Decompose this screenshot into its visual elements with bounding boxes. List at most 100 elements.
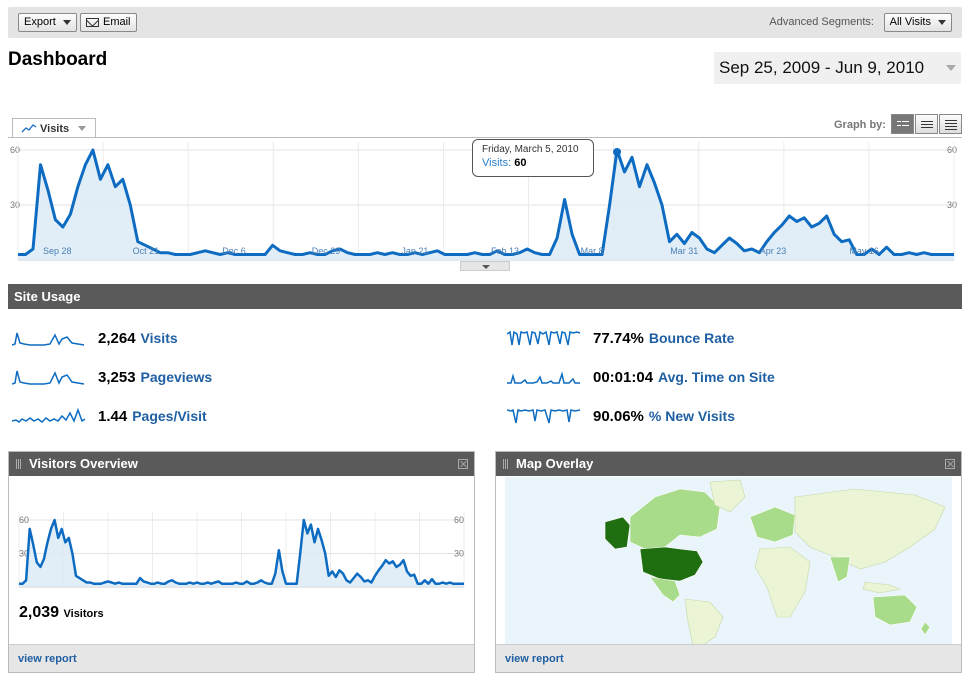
drag-handle-icon[interactable] <box>16 459 22 469</box>
bounce-rate-sparkline <box>507 330 581 346</box>
metric-label: Visits <box>140 330 178 346</box>
metric-pages-per-visit[interactable]: 1.44 Pages/Visit <box>12 405 207 427</box>
x-tick-label: Apr 23 <box>760 246 787 256</box>
new-visits-sparkline <box>507 408 581 424</box>
segments-value: All Visits <box>889 16 931 28</box>
close-icon[interactable] <box>458 459 468 469</box>
metric-value: 2,264 <box>98 329 136 347</box>
panel-title: Map Overlay <box>516 456 594 471</box>
export-button[interactable]: Export <box>18 13 77 32</box>
map-region-asia <box>794 488 946 570</box>
metric-label: Bounce Rate <box>648 330 735 346</box>
metric-value: 1.44 <box>98 407 128 425</box>
map-region-usa <box>639 546 704 582</box>
x-tick-label: Dec 29 <box>312 246 341 256</box>
view-report-link[interactable]: view report <box>9 644 474 672</box>
x-tick-label: Sep 28 <box>43 246 72 256</box>
site-usage-header: Site Usage <box>8 284 962 309</box>
panel-header[interactable]: Visitors Overview <box>9 452 474 476</box>
map-region-indonesia <box>862 581 902 594</box>
chevron-down-icon <box>938 20 946 25</box>
graph-by-day-button[interactable] <box>891 114 914 134</box>
series-area <box>19 520 464 587</box>
map-region-alaska <box>604 516 631 550</box>
chart-resize-handle[interactable] <box>460 261 510 271</box>
map-region-europe <box>749 506 796 543</box>
advanced-segments-label: Advanced Segments: <box>769 16 874 28</box>
metric-visits[interactable]: 2,264 Visits <box>12 327 178 349</box>
y-tick-label: 60 <box>454 515 464 525</box>
date-range-picker[interactable]: Sep 25, 2009 - Jun 9, 2010 <box>714 52 961 84</box>
x-tick-label: May 16 <box>849 246 879 256</box>
visitors-count-value: 2,039 <box>19 604 60 621</box>
metric-label: Avg. Time on Site <box>658 369 775 385</box>
x-tick-label: Mar 8 <box>581 246 604 256</box>
line-chart-icon <box>21 123 37 132</box>
metric-value: 77.74% <box>593 329 644 347</box>
email-button[interactable]: Email <box>80 13 137 32</box>
drag-handle-icon[interactable] <box>503 459 509 469</box>
graph-by-label: Graph by: <box>834 119 886 131</box>
x-tick-label: Dec 6 <box>222 246 246 256</box>
metric-new-visits[interactable]: 90.06% % New Visits <box>507 405 735 427</box>
series-line <box>19 518 464 585</box>
metric-label: Pages/Visit <box>132 408 207 424</box>
visits-sparkline <box>12 332 85 346</box>
pageviews-sparkline <box>12 370 85 385</box>
chevron-down-icon <box>946 65 956 71</box>
y-tick-label: 60 <box>947 145 957 155</box>
x-tick-label: Jan 21 <box>401 246 428 256</box>
visitors-overview-panel: Visitors Overview 60 60 30 30 2,039 Visitor… <box>8 451 475 673</box>
email-label: Email <box>103 16 131 28</box>
segments-dropdown[interactable]: All Visits <box>883 13 952 32</box>
panel-title: Visitors Overview <box>29 456 138 471</box>
metric-pageviews[interactable]: 3,253 Pageviews <box>12 366 212 388</box>
tooltip-date: Friday, March 5, 2010 <box>482 144 579 155</box>
pages-visit-sparkline <box>12 407 86 423</box>
map-overlay-panel: Map Overlay <box>495 451 962 673</box>
top-toolbar: Export Email Advanced Segments: All Visi… <box>8 7 962 38</box>
metric-tab-visits[interactable]: Visits <box>12 118 96 138</box>
chevron-down-icon <box>78 126 87 131</box>
graph-by-month-button[interactable] <box>939 114 962 134</box>
metric-avg-time[interactable]: 00:01:04 Avg. Time on Site <box>507 366 775 388</box>
visitors-count-label: Visitors <box>63 608 104 620</box>
world-map[interactable] <box>505 477 952 645</box>
y-tick-label: 60 <box>19 515 29 525</box>
visits-chart: 60 60 30 30 Sep 28 Oct 21 Dec 6 Dec 29 Jan 21 Feb… <box>8 137 962 261</box>
map-region-greenland <box>709 479 746 513</box>
tooltip-value: 60 <box>514 157 527 169</box>
y-tick-label: 60 <box>10 145 20 155</box>
visitors-count: 2,039 Visitors <box>19 604 104 622</box>
highlight-point[interactable] <box>613 148 622 156</box>
metric-value: 3,253 <box>98 368 136 386</box>
metric-value: 00:01:04 <box>593 368 654 386</box>
view-report-link[interactable]: view report <box>496 644 961 672</box>
tooltip-value-row: Visits: 60 <box>482 157 584 169</box>
tooltip-label: Visits: <box>482 157 512 169</box>
x-tick-label: Mar 31 <box>670 246 698 256</box>
map-region-south-america <box>684 598 724 645</box>
graph-by-week-button[interactable] <box>915 114 938 134</box>
map-region-canada <box>629 488 721 550</box>
visits-chart-svg: 60 60 30 30 Sep 28 Oct 21 Dec 6 Dec 29 Jan 21 Feb… <box>10 142 957 261</box>
metric-label: % New Visits <box>648 408 735 424</box>
envelope-icon <box>86 18 99 27</box>
panel-header[interactable]: Map Overlay <box>496 452 961 476</box>
date-range-text: Sep 25, 2009 - Jun 9, 2010 <box>719 58 925 77</box>
avg-time-sparkline <box>507 371 580 384</box>
metric-bounce-rate[interactable]: 77.74% Bounce Rate <box>507 327 734 349</box>
map-region-new-zealand <box>920 621 931 636</box>
visitors-chart-svg: 60 60 30 30 <box>18 512 465 588</box>
y-tick-label: 30 <box>19 549 29 559</box>
page-title: Dashboard <box>8 49 108 70</box>
world-map-svg <box>604 479 946 645</box>
x-tick-label: Oct 21 <box>133 246 160 256</box>
close-icon[interactable] <box>945 459 955 469</box>
map-region-australia <box>872 594 918 626</box>
series-area <box>18 150 954 260</box>
export-label: Export <box>24 16 56 28</box>
metric-label: Pageviews <box>140 369 213 385</box>
metric-tab-label: Visits <box>40 122 70 135</box>
y-tick-label: 30 <box>947 200 957 210</box>
